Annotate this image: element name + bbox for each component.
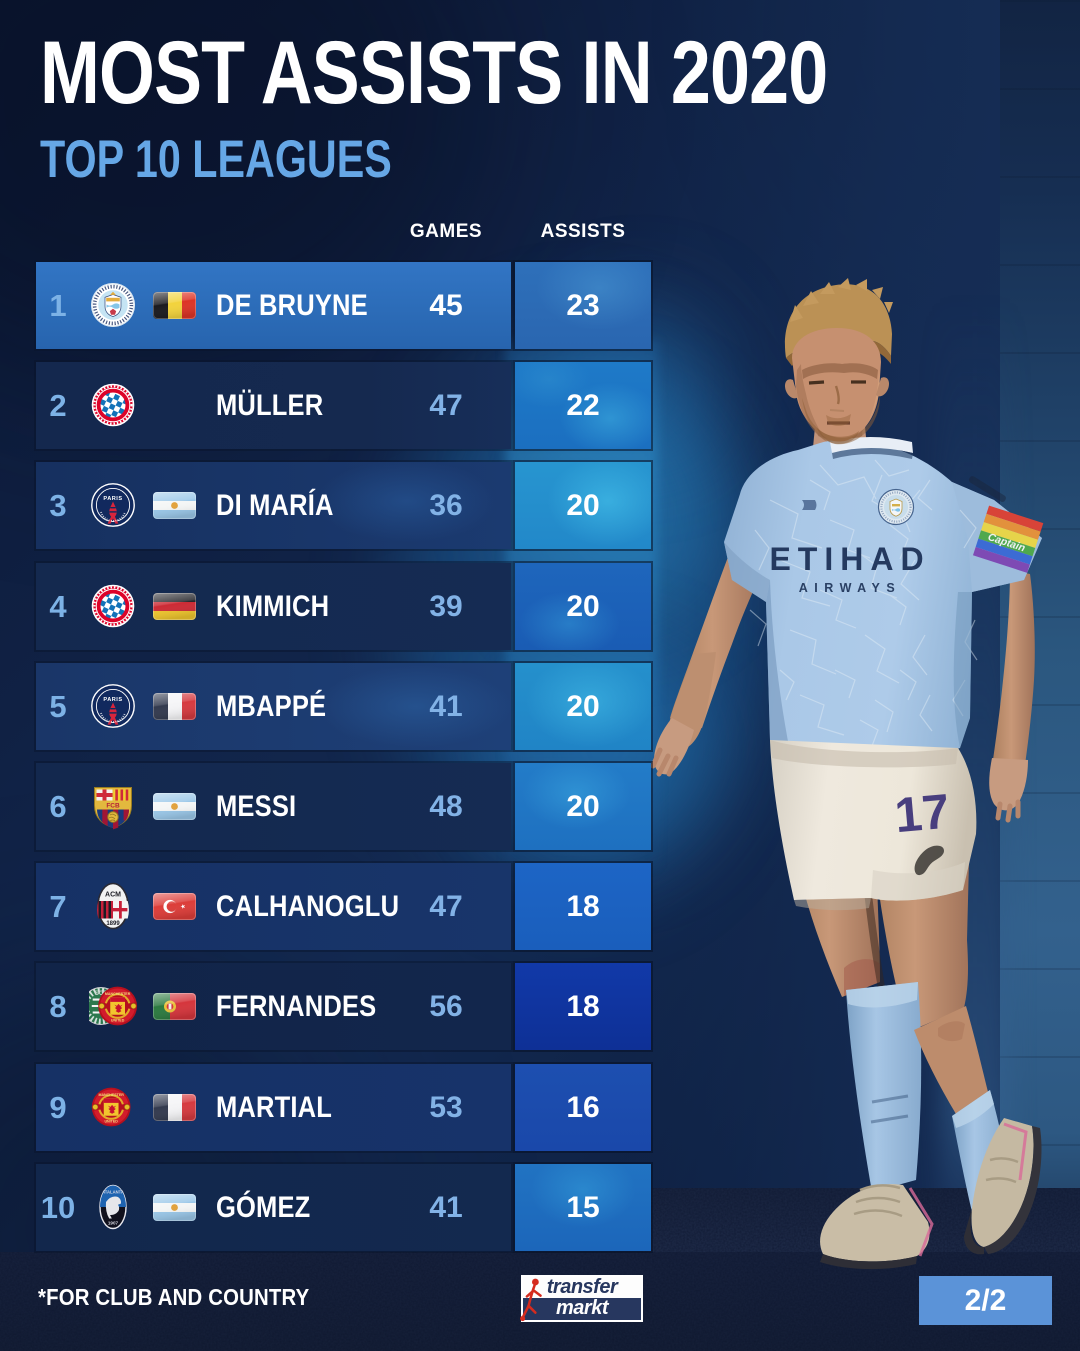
svg-text:MANCHESTER: MANCHESTER [105, 992, 131, 996]
svg-text:ATALANTA: ATALANTA [102, 1190, 124, 1195]
svg-text:AIRWAYS: AIRWAYS [799, 581, 901, 595]
svg-text:17: 17 [893, 785, 952, 844]
svg-text:1907: 1907 [108, 1221, 119, 1226]
svg-text:PARIS: PARIS [103, 496, 122, 502]
svg-text:1899: 1899 [106, 921, 120, 927]
svg-text:MANCHESTER: MANCHESTER [98, 1093, 124, 1097]
svg-text:ACM: ACM [105, 892, 121, 899]
svg-text:UNITED: UNITED [104, 1120, 118, 1124]
svg-text:FCB: FCB [106, 802, 120, 809]
svg-text:ETIHAD: ETIHAD [769, 541, 930, 577]
svg-text:SCP: SCP [95, 991, 107, 997]
svg-text:PARIS: PARIS [103, 697, 122, 703]
svg-text:UNITED: UNITED [111, 1019, 125, 1023]
